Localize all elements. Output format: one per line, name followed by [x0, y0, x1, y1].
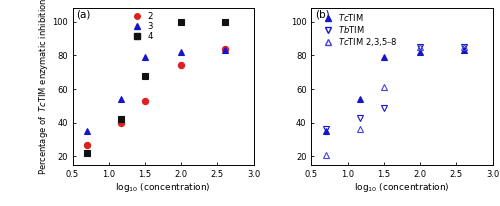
- X-axis label: log$_{10}$ (concentration): log$_{10}$ (concentration): [116, 181, 211, 194]
- Legend: 2, 3, 4: 2, 3, 4: [128, 11, 154, 42]
- Legend: $\it{Tc}$TIM, $\it{Tb}$TIM, $\it{Tc}$TIM 2,3,5–8: $\it{Tc}$TIM, $\it{Tb}$TIM, $\it{Tc}$TIM…: [320, 11, 398, 49]
- Y-axis label: Percentage of  $\it{Tc}$TIM enzymatic inhibition: Percentage of $\it{Tc}$TIM enzymatic inh…: [38, 0, 51, 175]
- Text: (b): (b): [315, 10, 330, 20]
- X-axis label: log$_{10}$ (concentration): log$_{10}$ (concentration): [354, 181, 450, 194]
- Text: (a): (a): [76, 10, 90, 20]
